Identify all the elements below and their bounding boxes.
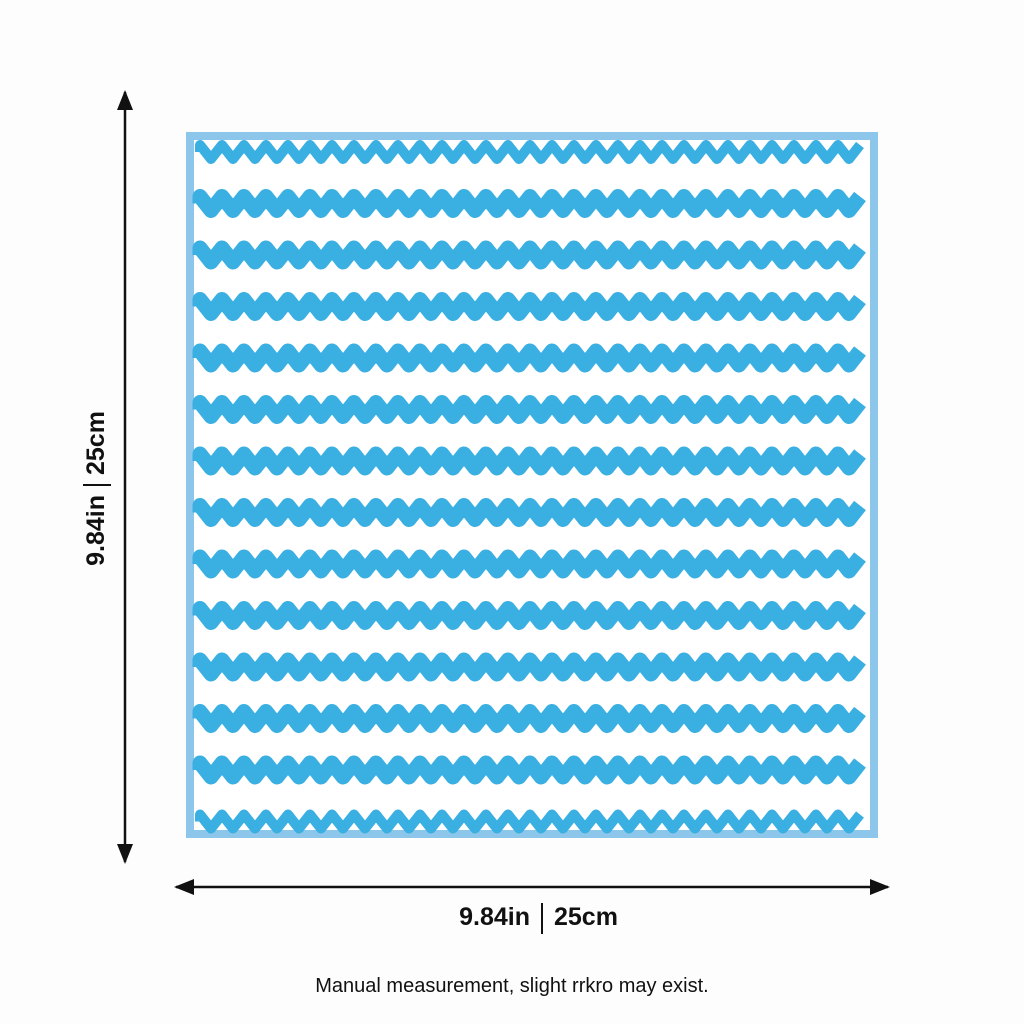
width-label: 9.84in 25cm	[459, 903, 618, 934]
stripe	[192, 549, 866, 579]
cloth	[186, 132, 878, 838]
stripe	[192, 189, 866, 218]
stripe	[192, 704, 866, 733]
stripe	[192, 292, 866, 321]
stripe	[192, 343, 866, 373]
stripe	[192, 446, 866, 476]
stripe	[192, 652, 866, 682]
stripe	[192, 498, 866, 527]
height-label: 9.84in 25cm	[82, 411, 111, 566]
stripe	[192, 240, 866, 270]
height-metric: 25cm	[82, 411, 110, 475]
disclaimer: Manual measurement, slight rrkro may exi…	[315, 975, 708, 997]
width-imperial: 9.84in	[459, 903, 530, 931]
stripe	[192, 601, 866, 630]
width-metric: 25cm	[554, 903, 618, 931]
stripe	[195, 809, 864, 834]
stripe	[192, 755, 866, 785]
stripe	[195, 140, 864, 164]
stripe	[192, 395, 866, 424]
height-imperial: 9.84in	[82, 495, 110, 566]
